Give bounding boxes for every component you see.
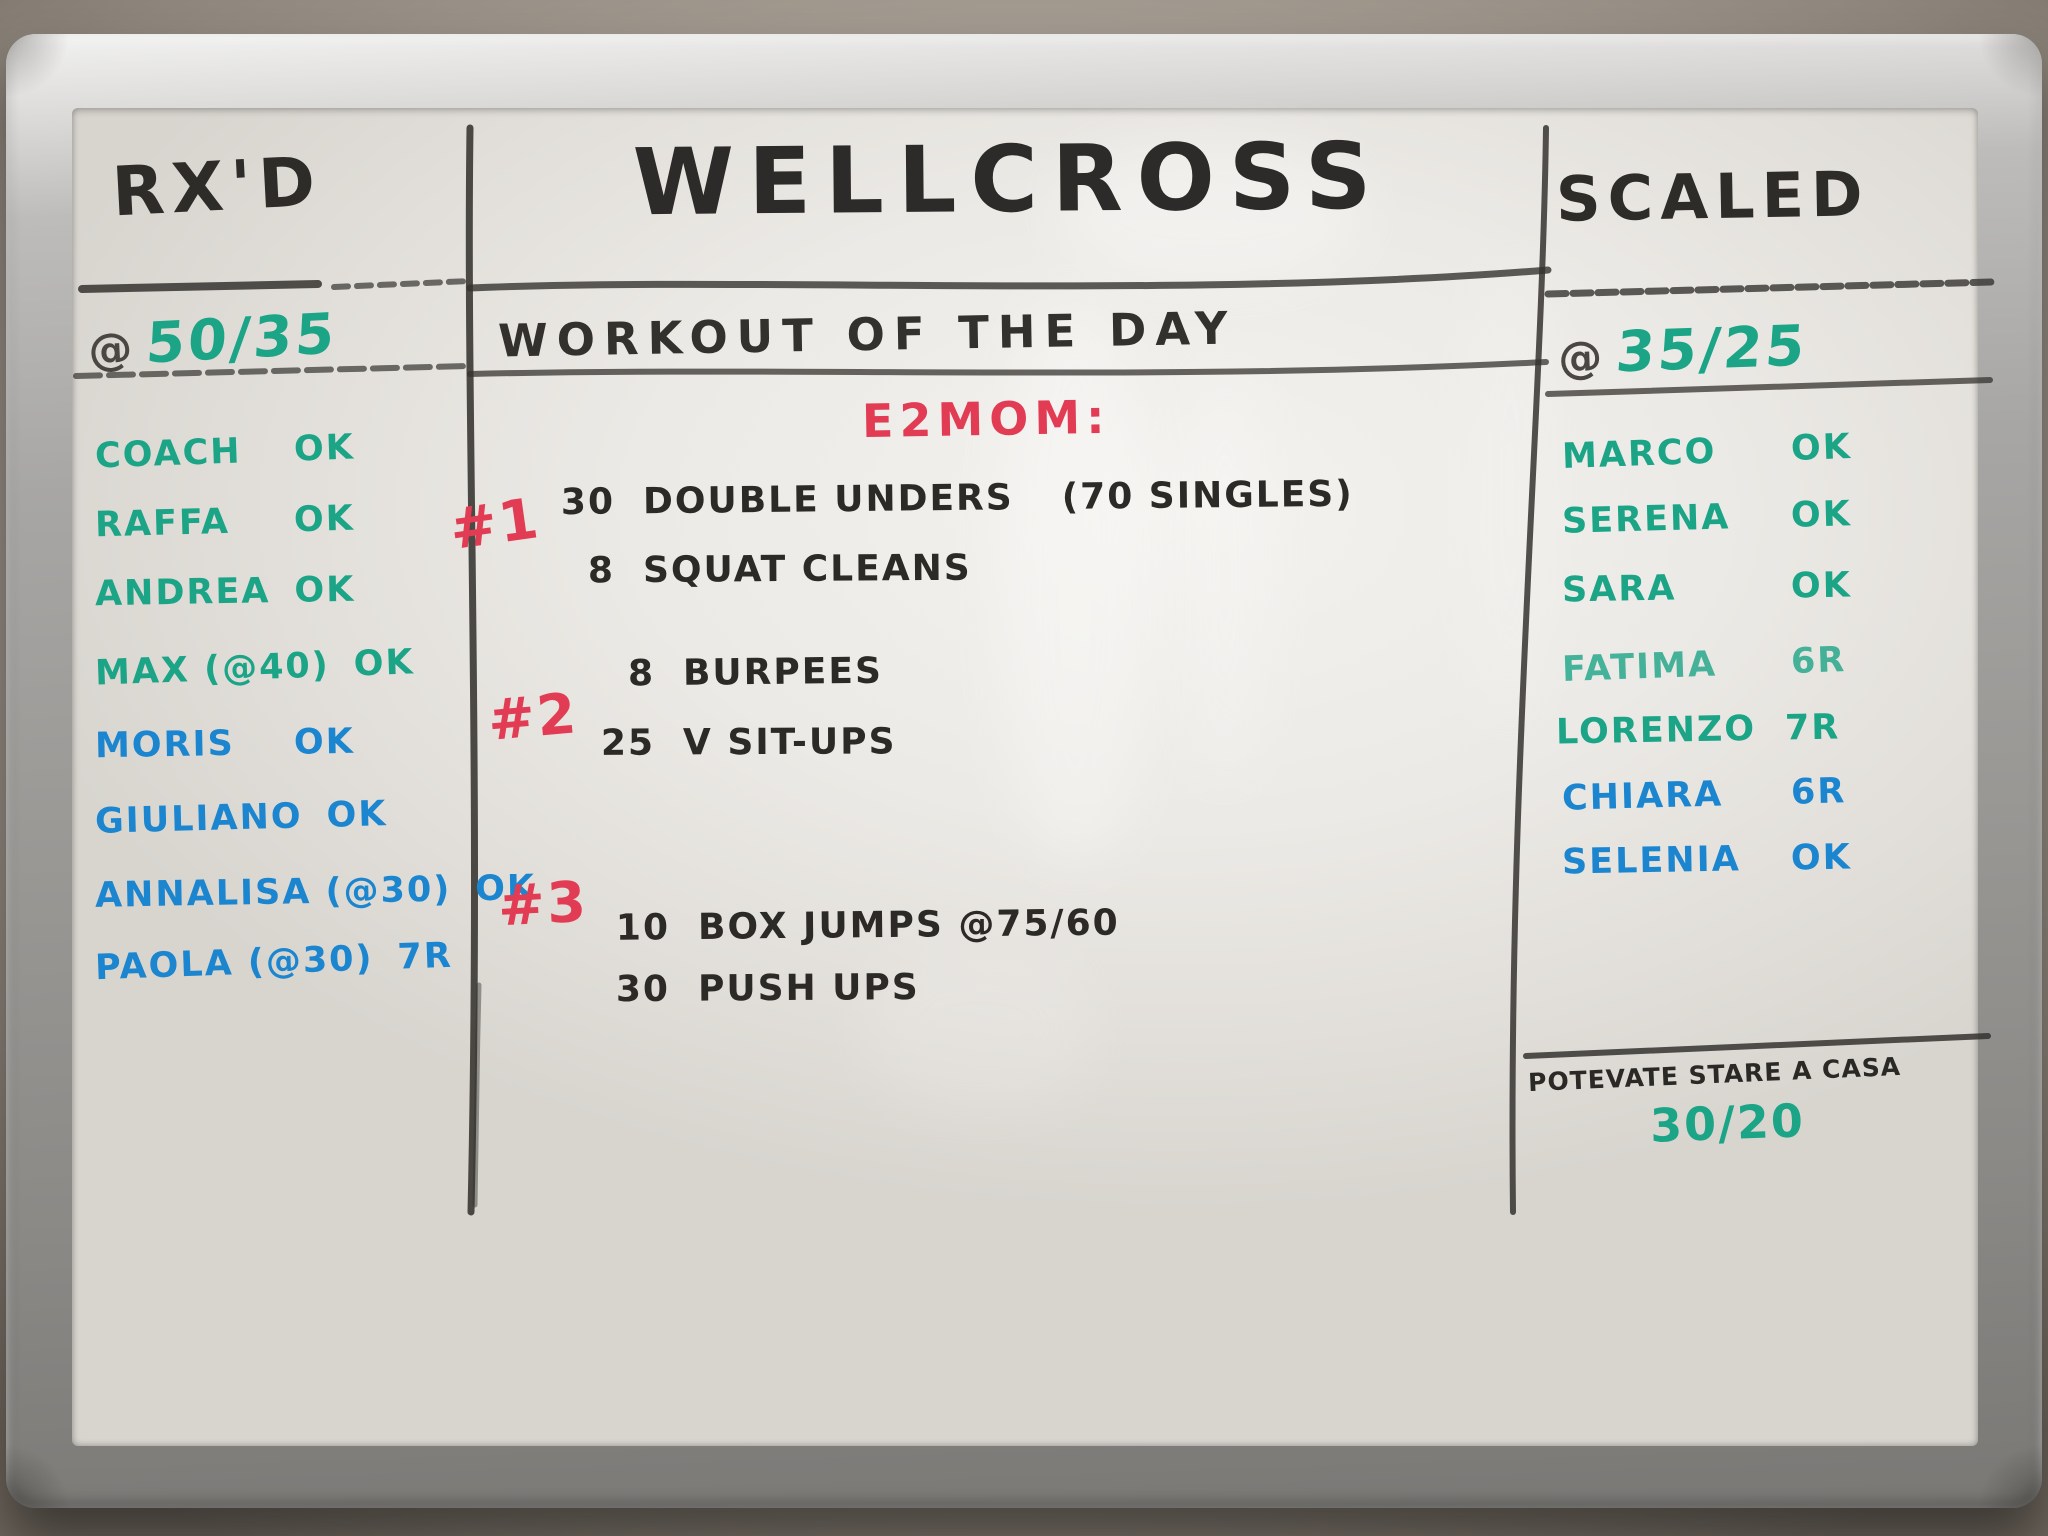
athlete-name: MORIS (94, 723, 236, 767)
athlete-result: OK (294, 569, 356, 611)
athlete-row: SERENA OK (1562, 494, 1853, 542)
athlete-result: OK (1790, 565, 1853, 607)
athlete-name: MARCO (1561, 431, 1718, 478)
athlete-name: FATIMA (1561, 644, 1718, 690)
workout-line: 30 DOUBLE UNDERS (70 SINGLES) (545, 474, 1354, 523)
rep-count: 8 (627, 653, 656, 695)
athlete-name: COACH (94, 431, 243, 477)
exercise-name: SQUAT CLEANS (642, 547, 972, 591)
block-2-label: #2 (485, 681, 581, 754)
athlete-result: OK (1790, 426, 1853, 470)
athlete-name: SELENIA (1561, 839, 1742, 883)
rep-count: 30 (560, 481, 616, 524)
athlete-row: CHIARA 6R (1562, 771, 1847, 818)
athlete-row: MORIS OK (95, 722, 356, 767)
scaled-load: @35/25 (1557, 313, 1810, 388)
whiteboard-surface (72, 108, 1978, 1446)
athlete-row: RAFFA OK (95, 499, 356, 546)
athlete-row: SELENIA OK (1562, 837, 1853, 882)
athlete-result: OK (1790, 494, 1853, 536)
exercise-name: DOUBLE UNDERS (642, 477, 1014, 523)
athlete-result: OK (293, 498, 356, 541)
athlete-row: LORENZO 7R (1556, 708, 1841, 753)
athlete-name: RAFFA (94, 501, 231, 546)
athlete-row: GIULIANO OK (95, 794, 388, 842)
bottom-note-value: 30/20 (1649, 1093, 1806, 1153)
athlete-result: OK (353, 642, 416, 685)
athlete-result: OK (326, 794, 388, 836)
athlete-name: SERENA (1561, 497, 1731, 542)
board-title: WELLCROSS (632, 122, 1386, 237)
athlete-result: OK (293, 721, 356, 763)
exercise-name: PUSH UPS (697, 967, 920, 1010)
athlete-result: OK (1790, 837, 1853, 879)
block-1-label: #1 (445, 486, 544, 563)
athlete-result: 7R (1784, 707, 1841, 749)
rep-count: 30 (615, 968, 671, 1011)
workout-line: 25 V SIT-UPS (585, 721, 945, 764)
exercise-note: (70 SINGLES) (1061, 473, 1354, 518)
athlete-name: LORENZO (1555, 708, 1757, 753)
athlete-row: ANDREA OK (95, 570, 356, 615)
workout-line: 8 SQUAT CLEANS (545, 547, 1020, 592)
athlete-name: GIULIANO (94, 796, 304, 842)
exercise-name: BOX JUMPS @75/60 (697, 902, 1120, 948)
rxd-load-value: 50/35 (144, 301, 339, 377)
athlete-row: SARA OK (1562, 565, 1853, 610)
scaled-load-value: 35/25 (1613, 313, 1810, 386)
athlete-name: SARA (1561, 568, 1677, 611)
athlete-name: ANDREA (94, 571, 271, 615)
exercise-name: V SIT-UPS (682, 721, 897, 764)
athlete-row: ANNALISA (@30) OK (95, 868, 537, 916)
athlete-name: CHIARA (1561, 774, 1724, 819)
rep-count: 8 (587, 550, 616, 592)
exercise-name: BURPEES (682, 650, 884, 694)
workout-line: 8 BURPEES (585, 650, 931, 695)
block-3-label: #3 (496, 869, 590, 940)
rxd-column-header: RX'D (110, 142, 324, 233)
scaled-column-header: SCALED (1555, 157, 1871, 236)
at-symbol: @ (1557, 331, 1604, 385)
athlete-result: 6R (1790, 771, 1847, 813)
at-symbol: @ (87, 323, 134, 377)
workout-line: 30 PUSH UPS (600, 967, 968, 1011)
workout-line: 10 BOX JUMPS @75/60 (600, 902, 1168, 949)
workout-scheme: E2MOM: (861, 389, 1111, 449)
whiteboard-frame (6, 34, 2042, 1508)
rxd-load: @50/35 (86, 301, 339, 380)
rep-count: 10 (615, 907, 671, 949)
athlete-result: 6R (1790, 640, 1847, 682)
athlete-name: ANNALISA (@30) (94, 869, 452, 916)
rep-count: 25 (600, 722, 656, 764)
athlete-result: 7R (396, 935, 454, 978)
athlete-result: OK (293, 427, 356, 470)
